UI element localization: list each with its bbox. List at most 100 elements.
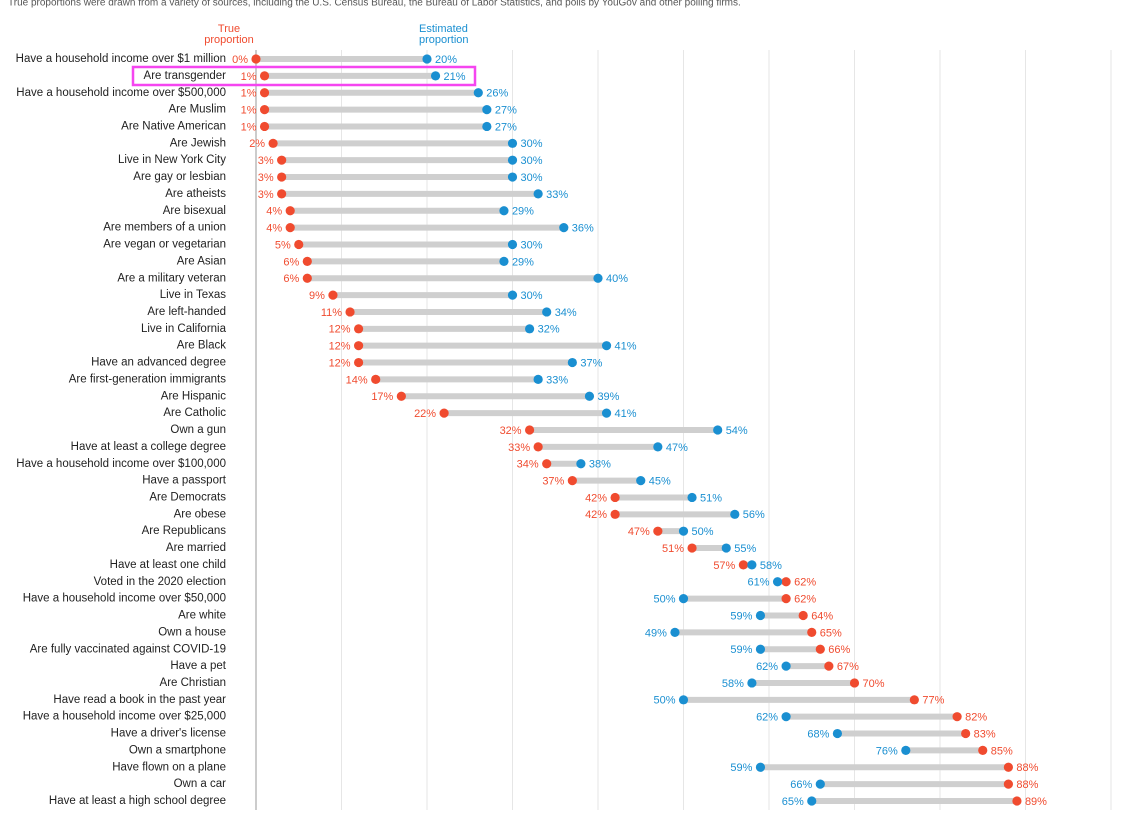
value-label: 50% [692, 526, 714, 538]
dot [824, 661, 834, 671]
category-label: Have flown on a plane [112, 761, 226, 773]
dot [482, 121, 492, 132]
dot [978, 745, 988, 756]
category-label: Have at least a college degree [71, 441, 226, 453]
dot [285, 206, 295, 216]
dot [755, 610, 766, 621]
value-label: 6% [283, 256, 299, 268]
value-label: 40% [606, 273, 628, 285]
dot [1003, 779, 1014, 789]
dot [747, 678, 757, 688]
dot [302, 273, 312, 283]
dot [798, 610, 808, 621]
dot [593, 273, 603, 283]
value-label: 33% [546, 374, 568, 386]
highlight-box [131, 65, 477, 87]
category-label: Are Muslim [168, 104, 226, 116]
category-label: Are obese [174, 508, 226, 520]
dot [430, 71, 441, 81]
value-label: 1% [241, 121, 257, 133]
category-label: Have a household income over $25,000 [23, 711, 226, 723]
dot [781, 661, 791, 671]
category-label: Have a household income over $500,000 [16, 87, 226, 99]
dot [507, 155, 518, 165]
value-label: 27% [495, 104, 517, 116]
dot [781, 577, 791, 587]
dot [294, 239, 304, 250]
dot [1003, 762, 1014, 772]
dot [473, 88, 483, 98]
category-label: Are Christian [160, 677, 226, 689]
value-label: 47% [666, 442, 688, 454]
value-label: 22% [414, 408, 436, 420]
dot [952, 712, 962, 722]
value-label: 29% [512, 206, 534, 218]
value-label: 50% [653, 594, 675, 606]
dot [354, 357, 364, 368]
value-label: 32% [500, 425, 522, 437]
dot [507, 172, 518, 182]
value-label: 37% [542, 475, 564, 487]
dot [285, 223, 295, 233]
value-label: 85% [991, 745, 1013, 757]
value-label: 1% [241, 88, 257, 100]
value-label: 30% [521, 290, 543, 302]
value-label: 5% [275, 239, 291, 251]
value-label: 12% [329, 341, 351, 353]
value-label: 62% [756, 661, 778, 673]
value-label: 61% [748, 577, 770, 589]
value-label: 39% [597, 391, 619, 403]
dot [772, 577, 783, 587]
value-label: 37% [580, 357, 602, 369]
dot [601, 341, 612, 351]
dot [542, 307, 552, 317]
value-label: 14% [346, 374, 368, 386]
dot [687, 543, 697, 553]
category-label: Have read a book in the past year [53, 694, 226, 706]
category-label: Have at least one child [110, 559, 226, 571]
value-label: 59% [730, 610, 752, 622]
dot [678, 526, 689, 536]
value-label: 66% [828, 644, 850, 656]
subtitle: True proportions were drawn from a varie… [8, 0, 741, 9]
category-label: Are married [166, 542, 226, 554]
dot [807, 796, 817, 806]
dot [533, 374, 543, 385]
value-label: 50% [653, 695, 675, 707]
dot [653, 442, 663, 452]
value-label: 65% [820, 627, 842, 639]
category-label: Have a household income over $100,000 [16, 458, 226, 470]
category-label: Are gay or lesbian [133, 171, 226, 183]
value-label: 12% [329, 357, 351, 369]
value-label: 45% [649, 475, 671, 487]
dot [259, 121, 270, 132]
dot [507, 239, 518, 250]
category-label: Own a gun [170, 424, 226, 436]
value-label: 30% [521, 239, 543, 251]
dot [781, 712, 791, 722]
value-label: 17% [371, 391, 393, 403]
dot [713, 425, 723, 435]
category-label: Are bisexual [163, 205, 226, 217]
category-label: Are vegan or vegetarian [103, 239, 226, 251]
category-label: Live in New York City [118, 154, 226, 166]
value-label: 12% [329, 324, 351, 336]
category-label: Are transgender [144, 70, 227, 82]
dot [268, 138, 278, 148]
dot [815, 644, 825, 654]
dot [259, 104, 270, 115]
value-label: 4% [266, 223, 282, 235]
dot [653, 526, 663, 536]
value-label: 20% [435, 54, 457, 66]
dot [584, 391, 595, 401]
value-label: 1% [241, 71, 257, 83]
value-label: 30% [521, 155, 543, 167]
value-label: 33% [546, 189, 568, 201]
category-label: Are Hispanic [161, 390, 226, 402]
dot [721, 543, 731, 553]
category-label: Are a military veteran [117, 272, 226, 284]
value-label: 83% [974, 728, 996, 740]
dot [576, 459, 586, 469]
value-label: 58% [722, 678, 744, 690]
value-label: 34% [517, 459, 539, 471]
